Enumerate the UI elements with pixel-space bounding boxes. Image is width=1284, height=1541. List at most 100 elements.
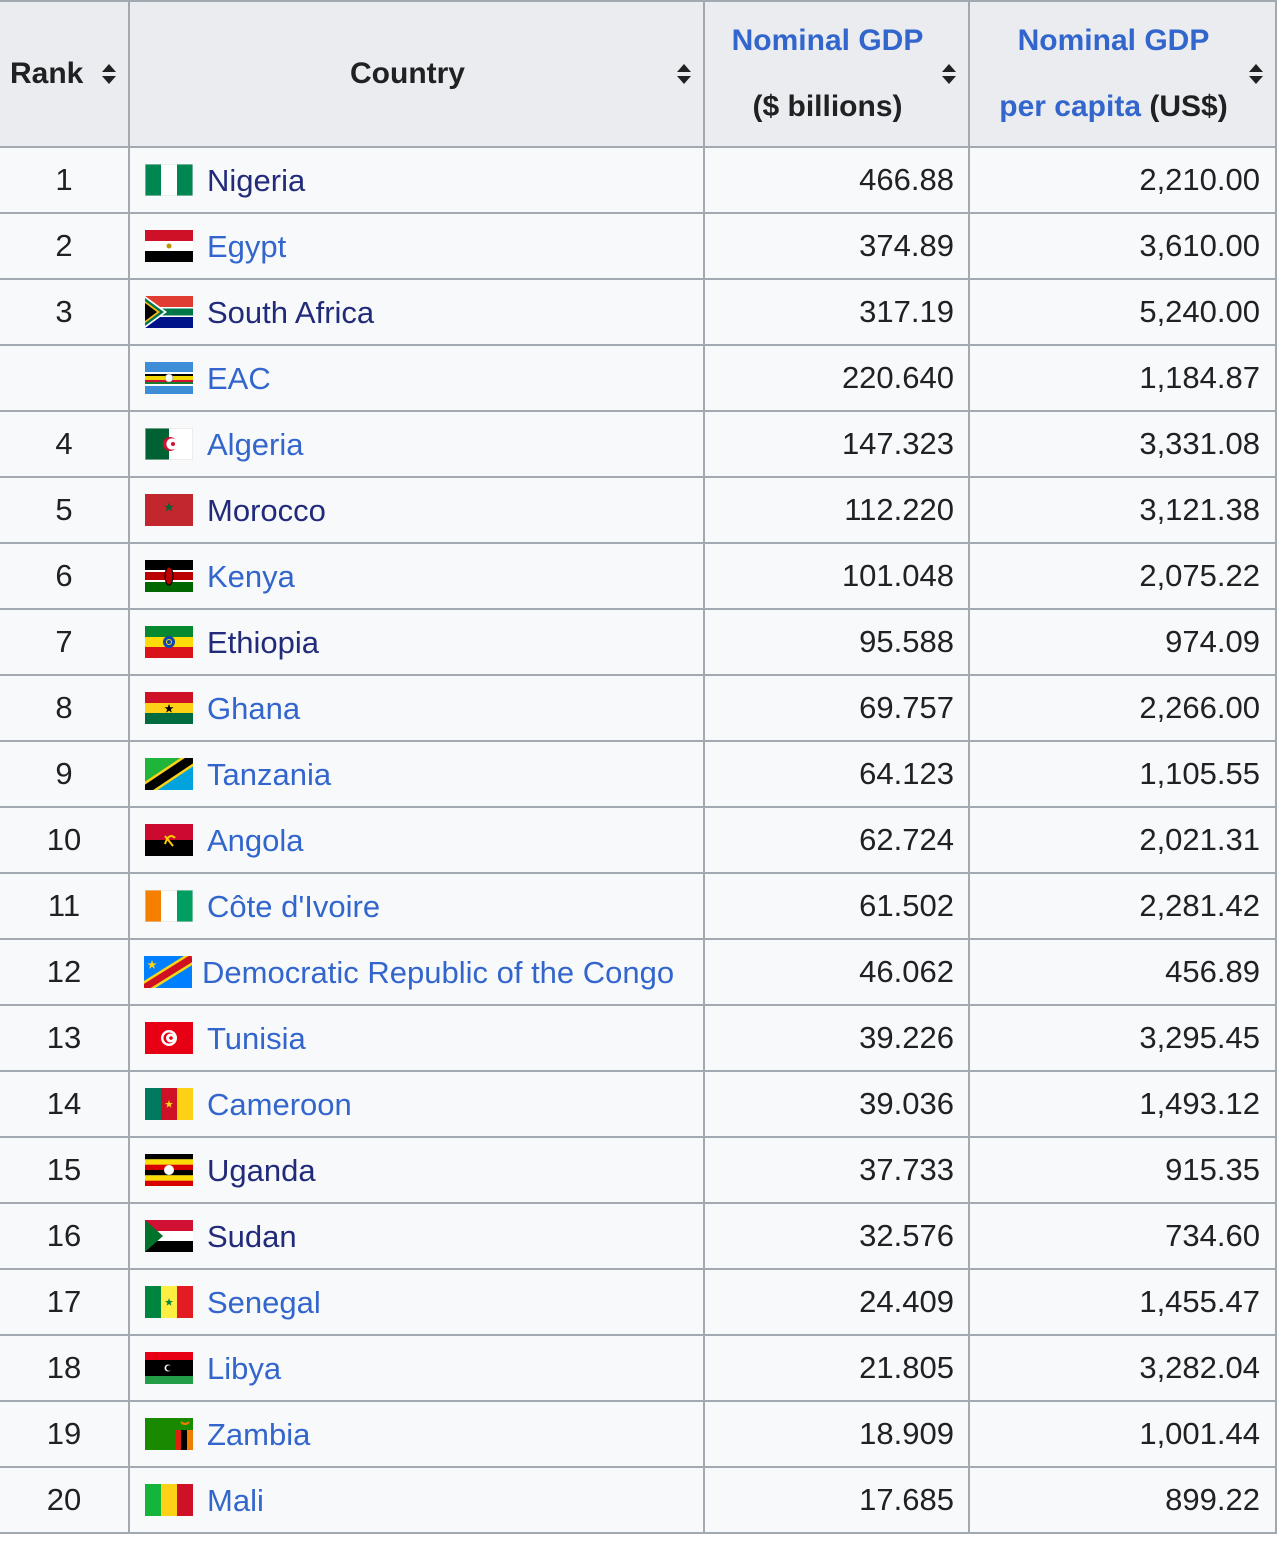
gdp-cell: 62.724	[703, 806, 970, 874]
country-link[interactable]: Mali	[207, 1482, 264, 1518]
country-cell: Kenya	[128, 542, 705, 610]
country-link[interactable]: Nigeria	[207, 162, 306, 198]
rank-header[interactable]: Rank	[0, 0, 130, 148]
nominal-gdp-header[interactable]: Nominal GDP ($ billions)	[703, 0, 970, 148]
mali-flag-icon[interactable]	[145, 1483, 193, 1516]
country-link[interactable]: Uganda	[207, 1152, 316, 1188]
rank-header-label: Rank	[10, 57, 84, 90]
rank-cell: 3	[0, 278, 130, 346]
cote-divoire-flag-icon[interactable]	[145, 889, 193, 922]
country-link[interactable]: Senegal	[207, 1284, 321, 1320]
rank-cell: 16	[0, 1202, 130, 1270]
gdp-cell: 39.226	[703, 1004, 970, 1072]
algeria-flag-icon[interactable]	[145, 427, 193, 460]
country-cell: Sudan	[128, 1202, 705, 1270]
gdp-cell: 112.220	[703, 476, 970, 544]
rank-cell: 12	[0, 938, 130, 1006]
country-link[interactable]: Egypt	[207, 228, 287, 264]
gdp-cell: 69.757	[703, 674, 970, 742]
per-capita-cell: 734.60	[968, 1202, 1277, 1270]
per-capita-cell: 1,001.44	[968, 1400, 1277, 1468]
per-capita-cell: 456.89	[968, 938, 1277, 1006]
country-link[interactable]: Zambia	[207, 1416, 311, 1452]
per-capita-cell: 5,240.00	[968, 278, 1277, 346]
country-cell: Algeria	[128, 410, 705, 478]
gdp-per-capita-header[interactable]: Nominal GDP per capita (US$)	[968, 0, 1277, 148]
country-link[interactable]: Sudan	[207, 1218, 297, 1254]
egypt-flag-icon[interactable]	[145, 229, 193, 262]
country-cell: Cameroon	[128, 1070, 705, 1138]
country-cell: Ethiopia	[128, 608, 705, 676]
sort-toggle-icon[interactable]	[940, 62, 958, 86]
gdp-unit-label: ($ billions)	[752, 90, 903, 123]
gdp-cell: 17.685	[703, 1466, 970, 1534]
nominal-gdp-link[interactable]: Nominal GDP	[731, 24, 924, 57]
country-link[interactable]: Morocco	[207, 492, 326, 528]
gdp-cell: 466.88	[703, 146, 970, 214]
per-capita-cell: 3,610.00	[968, 212, 1277, 280]
country-link[interactable]: Kenya	[207, 558, 295, 594]
libya-flag-icon[interactable]	[145, 1351, 193, 1384]
gdp-cell: 39.036	[703, 1070, 970, 1138]
gdp-cell: 37.733	[703, 1136, 970, 1204]
rank-cell: 6	[0, 542, 130, 610]
table-row: 11 Côte d'Ivoire 61.502 2,281.42	[0, 872, 1277, 940]
rank-cell: 2	[0, 212, 130, 280]
rank-cell: 13	[0, 1004, 130, 1072]
sort-toggle-icon[interactable]	[100, 62, 118, 86]
tanzania-flag-icon[interactable]	[145, 757, 193, 790]
rank-cell: 9	[0, 740, 130, 808]
sudan-flag-icon[interactable]	[145, 1219, 193, 1252]
per-capita-cell: 1,455.47	[968, 1268, 1277, 1336]
per-capita-cell: 2,075.22	[968, 542, 1277, 610]
rank-cell: 5	[0, 476, 130, 544]
cameroon-flag-icon[interactable]	[145, 1087, 193, 1120]
senegal-flag-icon[interactable]	[145, 1285, 193, 1318]
ghana-flag-icon[interactable]	[145, 691, 193, 724]
table-row: 4 Algeria 147.323 3,331.08	[0, 410, 1277, 478]
uganda-flag-icon[interactable]	[145, 1153, 193, 1186]
ethiopia-flag-icon[interactable]	[145, 625, 193, 658]
country-cell: Tunisia	[128, 1004, 705, 1072]
country-link[interactable]: Algeria	[207, 426, 304, 462]
sort-toggle-icon[interactable]	[1247, 62, 1265, 86]
gdp-cell: 101.048	[703, 542, 970, 610]
country-cell: Zambia	[128, 1400, 705, 1468]
kenya-flag-icon[interactable]	[145, 559, 193, 592]
per-capita-cell: 3,121.38	[968, 476, 1277, 544]
country-link[interactable]: Libya	[207, 1350, 282, 1386]
country-header-label: Country	[350, 57, 465, 90]
per-capita-cell: 899.22	[968, 1466, 1277, 1534]
country-cell: Democratic Republic of the Congo	[128, 938, 705, 1006]
country-link[interactable]: Ghana	[207, 690, 301, 726]
south-africa-flag-icon[interactable]	[145, 295, 193, 328]
rank-cell: 11	[0, 872, 130, 940]
country-link[interactable]: Côte d'Ivoire	[207, 888, 381, 924]
country-header[interactable]: Country	[128, 0, 705, 148]
eac-flag-icon[interactable]	[145, 361, 193, 394]
zambia-flag-icon[interactable]	[145, 1417, 193, 1450]
nigeria-flag-icon[interactable]	[145, 163, 193, 196]
table-row: 1 Nigeria 466.88 2,210.00	[0, 146, 1277, 214]
table-row: 17 Senegal 24.409 1,455.47	[0, 1268, 1277, 1336]
table-row: 6 Kenya 101.048 2,075.22	[0, 542, 1277, 610]
country-cell: Nigeria	[128, 146, 705, 214]
country-link[interactable]: Cameroon	[207, 1086, 352, 1122]
country-link[interactable]: Democratic Republic of the Congo	[202, 954, 675, 990]
rank-cell: 1	[0, 146, 130, 214]
country-link[interactable]: Ethiopia	[207, 624, 320, 660]
sort-toggle-icon[interactable]	[675, 62, 693, 86]
country-link[interactable]: Tunisia	[207, 1020, 306, 1056]
nominal-gdp-pc-link[interactable]: Nominal GDP	[1017, 24, 1210, 57]
tunisia-flag-icon[interactable]	[145, 1021, 193, 1054]
country-link[interactable]: Angola	[207, 822, 304, 858]
country-link[interactable]: Tanzania	[207, 756, 332, 792]
morocco-flag-icon[interactable]	[145, 493, 193, 526]
dr-congo-flag-icon[interactable]	[144, 955, 192, 988]
table-row: 19 Zambia 18.909 1,001.44	[0, 1400, 1277, 1468]
country-link[interactable]: South Africa	[207, 294, 375, 330]
angola-flag-icon[interactable]	[145, 823, 193, 856]
per-capita-link[interactable]: per capita	[999, 90, 1142, 123]
country-link[interactable]: EAC	[207, 360, 271, 396]
